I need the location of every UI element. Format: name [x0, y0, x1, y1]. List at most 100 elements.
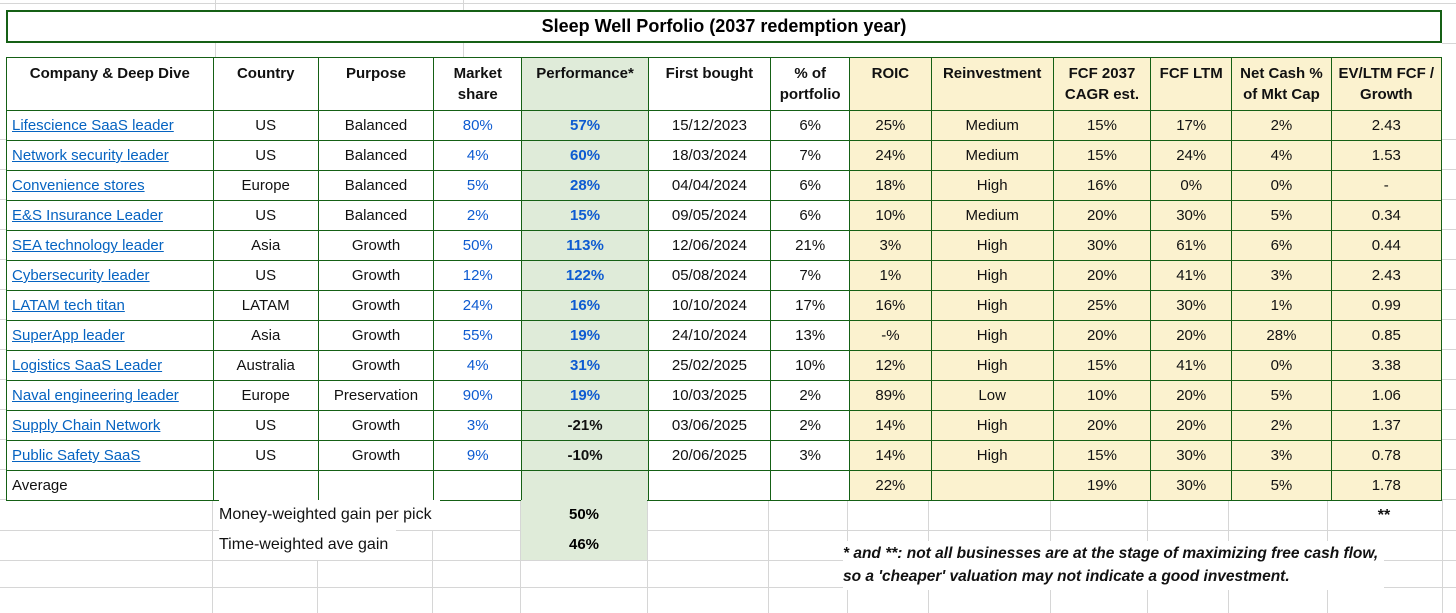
- company-link[interactable]: SuperApp leader: [12, 327, 125, 344]
- cell-market_share: 12%: [433, 260, 523, 291]
- cell-fcf_cagr: 20%: [1052, 320, 1152, 351]
- cell-performance: 31%: [521, 350, 649, 381]
- cell-fcf_ltm: 17%: [1150, 110, 1233, 141]
- cell-reinvestment: High: [930, 260, 1054, 291]
- cell-fcf_cagr: 20%: [1052, 410, 1152, 441]
- cell-reinvestment: High: [930, 170, 1054, 201]
- company-link[interactable]: E&S Insurance Leader: [12, 207, 163, 224]
- cell-country: US: [212, 410, 319, 441]
- cell-first_bought: 04/04/2024: [647, 170, 772, 201]
- company-link[interactable]: SEA technology leader: [12, 237, 164, 254]
- cell-company: E&S Insurance Leader: [6, 200, 214, 231]
- cell-ev_ltm: 0.78: [1330, 440, 1443, 471]
- cell-country: US: [212, 260, 319, 291]
- cell-ev_ltm: 2.43: [1330, 110, 1443, 141]
- cell-ev_ltm: 0.99: [1330, 290, 1443, 321]
- cell-first_bought: [647, 470, 772, 501]
- gridline: [463, 43, 464, 57]
- cell-performance: [521, 470, 649, 501]
- cell-market_share: 55%: [433, 320, 523, 351]
- portfolio-table: Company & Deep Dive Country Purpose Mark…: [6, 57, 1443, 501]
- cell-pct_portfolio: 13%: [770, 320, 851, 351]
- cell-performance: 57%: [521, 110, 649, 141]
- cell-net_cash: 2%: [1231, 410, 1332, 441]
- cell-reinvestment: High: [930, 350, 1054, 381]
- company-link[interactable]: Convenience stores: [12, 177, 145, 194]
- cell-first_bought: 09/05/2024: [647, 200, 772, 231]
- cell-pct_portfolio: 7%: [770, 260, 851, 291]
- cell-reinvestment: Low: [930, 380, 1054, 411]
- gridline: [520, 500, 521, 613]
- cell-ev_ltm: -: [1330, 170, 1443, 201]
- cell-ev_ltm: 0.34: [1330, 200, 1443, 231]
- cell-market_share: 3%: [433, 410, 523, 441]
- cell-first_bought: 20/06/2025: [647, 440, 772, 471]
- cell-ev_ltm: 0.44: [1330, 230, 1443, 261]
- gridline: [215, 43, 216, 57]
- cell-roic: 3%: [849, 230, 932, 261]
- cell-purpose: Growth: [317, 320, 435, 351]
- cell-pct_portfolio: 7%: [770, 140, 851, 171]
- cell-pct_portfolio: 17%: [770, 290, 851, 321]
- company-link[interactable]: Public Safety SaaS: [12, 447, 141, 464]
- cell-market_share: 4%: [433, 140, 523, 171]
- cell-fcf_ltm: 30%: [1150, 470, 1233, 501]
- table-row: SuperApp leader Asia Growth 55% 19% 24/10/202…: [6, 320, 1443, 351]
- cell-company: LATAM tech titan: [6, 290, 214, 321]
- cell-reinvestment: Medium: [930, 110, 1054, 141]
- company-link[interactable]: Naval engineering leader: [12, 387, 179, 404]
- cell-net_cash: 28%: [1231, 320, 1332, 351]
- cell-pct_portfolio: 2%: [770, 410, 851, 441]
- gridline: [463, 0, 464, 10]
- column-header-ev-ltm-fcf: EV/LTM FCF / Growth: [1330, 57, 1443, 111]
- cell-market_share: 5%: [433, 170, 523, 201]
- cell-company: Supply Chain Network: [6, 410, 214, 441]
- column-header-country: Country: [212, 57, 319, 111]
- company-link[interactable]: Cybersecurity leader: [12, 267, 150, 284]
- cell-pct_portfolio: 2%: [770, 380, 851, 411]
- cell-purpose: Growth: [317, 260, 435, 291]
- table-row: Convenience stores Europe Balanced 5% 28% 04/…: [6, 170, 1443, 201]
- cell-purpose: [317, 470, 435, 501]
- cell-first_bought: 10/03/2025: [647, 380, 772, 411]
- cell-fcf_ltm: 30%: [1150, 440, 1233, 471]
- cell-net_cash: 5%: [1231, 470, 1332, 501]
- column-header-company: Company & Deep Dive: [6, 57, 214, 111]
- cell-reinvestment: High: [930, 230, 1054, 261]
- gridline: [212, 500, 213, 613]
- table-row: Network security leader US Balanced 4% 60% 18…: [6, 140, 1443, 171]
- gridline: [0, 110, 6, 501]
- footnote-line-1: * and **: not all businesses are at the …: [843, 545, 1379, 562]
- cell-country: US: [212, 110, 319, 141]
- company-link[interactable]: Lifescience SaaS leader: [12, 117, 174, 134]
- cell-purpose: Growth: [317, 410, 435, 441]
- cell-ev_ltm: 1.78: [1330, 470, 1443, 501]
- cell-net_cash: 0%: [1231, 170, 1332, 201]
- cell-fcf_ltm: 20%: [1150, 380, 1233, 411]
- cell-performance: 19%: [521, 320, 649, 351]
- cell-company: Convenience stores: [6, 170, 214, 201]
- cell-company: Logistics SaaS Leader: [6, 350, 214, 381]
- company-link[interactable]: Network security leader: [12, 147, 169, 164]
- cell-net_cash: 1%: [1231, 290, 1332, 321]
- cell-pct_portfolio: 3%: [770, 440, 851, 471]
- cell-market_share: 50%: [433, 230, 523, 261]
- cell-fcf_cagr: 30%: [1052, 230, 1152, 261]
- summary-label-money-weighted: Money-weighted gain per pick: [219, 500, 440, 530]
- cell-fcf_ltm: 41%: [1150, 260, 1233, 291]
- cell-country: Asia: [212, 320, 319, 351]
- cell-first_bought: 12/06/2024: [647, 230, 772, 261]
- column-header-market-share: Market share: [433, 57, 523, 111]
- cell-company: SEA technology leader: [6, 230, 214, 261]
- company-link[interactable]: Logistics SaaS Leader: [12, 357, 163, 374]
- company-link[interactable]: LATAM tech titan: [12, 297, 125, 314]
- cell-market_share: 9%: [433, 440, 523, 471]
- cell-market_share: 24%: [433, 290, 523, 321]
- cell-reinvestment: Medium: [930, 200, 1054, 231]
- cell-first_bought: 18/03/2024: [647, 140, 772, 171]
- header-row: Company & Deep Dive Country Purpose Mark…: [6, 57, 1443, 111]
- cell-fcf_ltm: 30%: [1150, 200, 1233, 231]
- column-header-net-cash: Net Cash % of Mkt Cap: [1231, 57, 1332, 111]
- company-link[interactable]: Supply Chain Network: [12, 417, 161, 434]
- table-row: Cybersecurity leader US Growth 12% 122% 05/08…: [6, 260, 1443, 291]
